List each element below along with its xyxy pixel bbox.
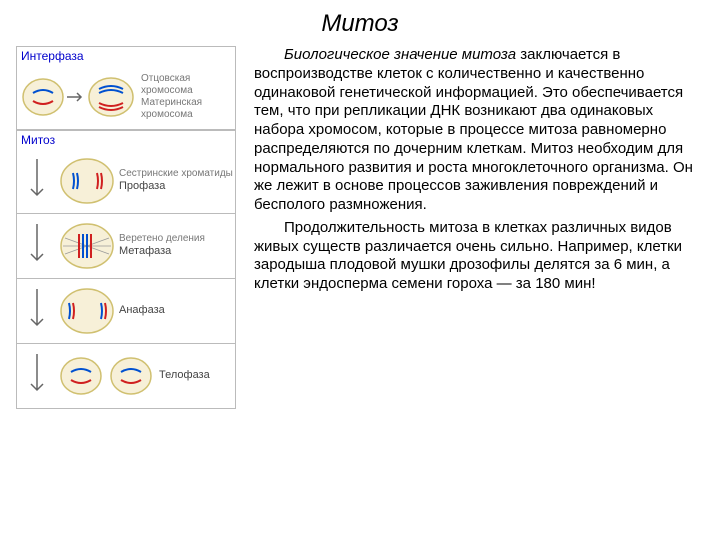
interphase-row: Отцовская хромосома Материнская хромосом… <box>16 65 236 130</box>
p1-body: заключается в воспроизводстве клеток с к… <box>254 46 693 213</box>
telophase-label: Телофаза <box>159 369 210 382</box>
p1-lead: Биологическое значение митоза <box>284 46 516 63</box>
anaphase-cell-icon <box>57 283 117 339</box>
mitosis-header: Митоз <box>16 130 236 149</box>
telophase-row: Телофаза <box>16 344 236 409</box>
arrow-down-icon <box>19 153 55 209</box>
telophase-cell-icon <box>57 348 157 404</box>
interphase-cell-icon <box>19 69 139 125</box>
page-title: Митоз <box>0 10 720 38</box>
interphase-header: Интерфаза <box>16 46 236 65</box>
metaphase-label: Веретено деления Метафаза <box>119 233 205 258</box>
mitosis-diagram: Интерфаза Отцовская хромосома Материнска… <box>16 46 236 409</box>
metaphase-cell-icon <box>57 218 117 274</box>
prophase-row: Сестринские хроматиды Профаза <box>16 149 236 214</box>
interphase-label: Отцовская хромосома Материнская хромосом… <box>141 73 202 121</box>
arrow-down-icon <box>19 218 55 274</box>
text-column: Биологическое значение митоза заключаетс… <box>254 46 704 409</box>
prophase-cell-icon <box>57 153 117 209</box>
arrow-down-icon <box>19 283 55 339</box>
paragraph-2: Продолжительность митоза в клетках разли… <box>254 219 704 294</box>
anaphase-row: Анафаза <box>16 279 236 344</box>
content-layout: Интерфаза Отцовская хромосома Материнска… <box>0 46 720 409</box>
paragraph-1: Биологическое значение митоза заключаетс… <box>254 46 704 215</box>
metaphase-row: Веретено деления Метафаза <box>16 214 236 279</box>
prophase-label: Сестринские хроматиды Профаза <box>119 168 233 193</box>
anaphase-label: Анафаза <box>119 304 165 317</box>
arrow-down-icon <box>19 348 55 404</box>
